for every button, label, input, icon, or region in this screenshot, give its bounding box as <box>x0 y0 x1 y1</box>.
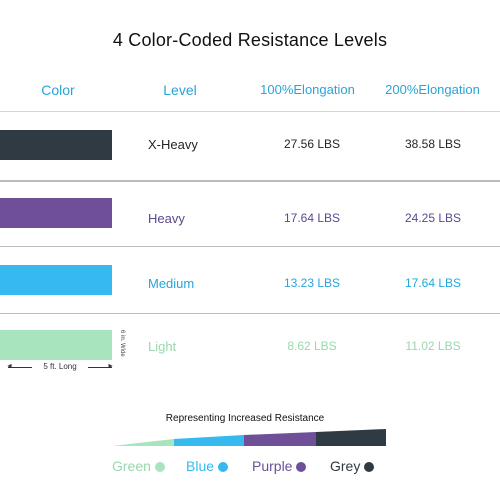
grey-dot-icon <box>364 462 375 473</box>
resistance-caption: Representing Increased Resistance <box>165 413 325 424</box>
color-swatch-medium <box>0 265 112 295</box>
elongation-100-medium: 13.23 LBS <box>283 276 341 290</box>
legend-label-grey: Grey <box>330 458 361 474</box>
elongation-200-medium: 17.64 LBS <box>404 276 462 290</box>
length-dimension-label: 5 ft. Long <box>43 362 77 371</box>
resistance-wedge <box>112 429 386 446</box>
elongation-200-heavy: 24.25 LBS <box>404 211 462 225</box>
elongation-100-heavy: 17.64 LBS <box>283 211 341 225</box>
elongation-100-x-heavy: 27.56 LBS <box>283 137 341 151</box>
header-200-elongation: 200%Elongation <box>385 82 480 97</box>
green-dot-icon <box>154 462 165 473</box>
dimension-line <box>8 367 32 368</box>
legend-label-purple: Purple <box>252 458 293 474</box>
elongation-200-x-heavy: 38.58 LBS <box>404 137 462 151</box>
header-100-elongation: 100%Elongation <box>260 82 355 97</box>
blue-dot-icon <box>218 462 229 473</box>
divider <box>0 111 500 112</box>
divider <box>0 313 500 314</box>
purple-dot-icon <box>296 462 307 473</box>
legend-item-purple: Purple <box>252 458 307 474</box>
length-dimension: ◄ 5 ft. Long ► <box>6 362 114 372</box>
dimension-line <box>88 367 112 368</box>
legend-item-green: Green <box>112 458 165 474</box>
legend-item-blue: Blue <box>186 458 229 474</box>
page-title: 4 Color-Coded Resistance Levels <box>112 30 388 50</box>
level-label-x-heavy: X-Heavy <box>148 137 198 152</box>
header-level: Level <box>163 82 197 98</box>
color-swatch-x-heavy <box>0 130 112 160</box>
color-swatch-heavy <box>0 198 112 228</box>
wedge-segment-grey <box>316 429 386 446</box>
color-swatch-light <box>0 330 112 360</box>
wedge-segment-purple <box>244 432 316 446</box>
header-color: Color <box>41 82 75 98</box>
divider <box>0 246 500 247</box>
elongation-100-light: 8.62 LBS <box>287 339 337 353</box>
divider <box>0 180 500 182</box>
wedge-segment-green <box>112 439 174 446</box>
legend-label-blue: Blue <box>186 458 215 474</box>
wedge-segment-blue <box>174 435 244 446</box>
level-label-heavy: Heavy <box>148 211 185 226</box>
width-dimension-label: 6 in. Wide <box>119 330 125 357</box>
elongation-200-light: 11.02 LBS <box>405 339 461 353</box>
legend-label-green: Green <box>112 458 151 474</box>
legend-item-grey: Grey <box>330 458 375 474</box>
arrow-right-icon: ► <box>107 363 114 370</box>
level-label-light: Light <box>148 339 177 354</box>
arrow-left-icon: ◄ <box>6 363 13 370</box>
level-label-medium: Medium <box>148 276 195 291</box>
